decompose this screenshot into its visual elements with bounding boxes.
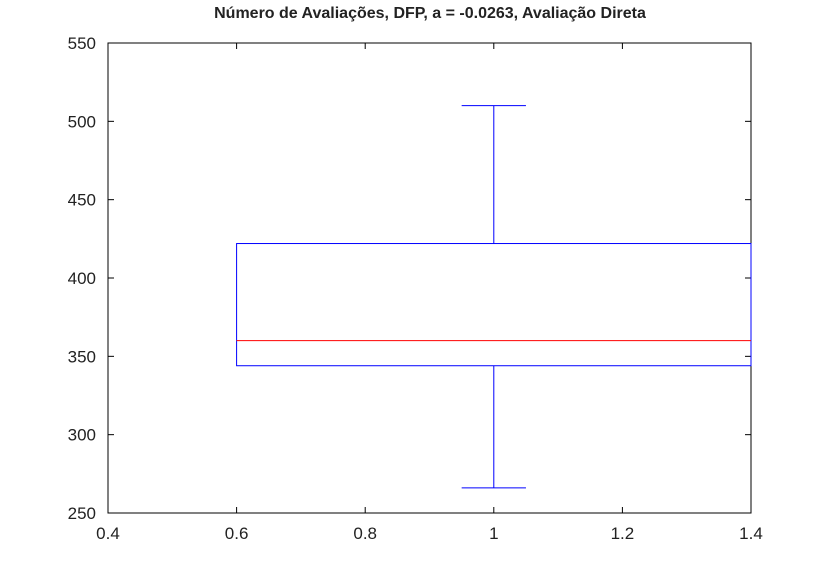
y-tick-label: 300	[68, 426, 96, 445]
y-tick-label: 250	[68, 504, 96, 523]
chart-title: Número de Avaliações, DFP, a = -0.0263, …	[214, 5, 646, 22]
x-tick-label: 0.4	[96, 524, 120, 543]
y-axis: 250 300 350 400 450 500 550	[68, 34, 751, 523]
y-tick-label: 450	[68, 191, 96, 210]
x-tick-label: 0.8	[353, 524, 377, 543]
iqr-box	[236, 243, 752, 367]
plot-area	[107, 42, 752, 514]
x-tick-label: 1	[489, 524, 498, 543]
x-tick-label: 1.4	[739, 524, 763, 543]
y-tick-label: 500	[68, 112, 96, 131]
x-tick-label: 0.6	[225, 524, 249, 543]
x-axis: 0.4 0.6 0.8 1 1.2 1.4	[96, 43, 763, 543]
y-tick-label: 400	[68, 269, 96, 288]
x-tick-label: 1.2	[611, 524, 635, 543]
y-tick-label: 550	[68, 34, 96, 53]
box-series	[236, 105, 752, 489]
y-tick-label: 350	[68, 347, 96, 366]
